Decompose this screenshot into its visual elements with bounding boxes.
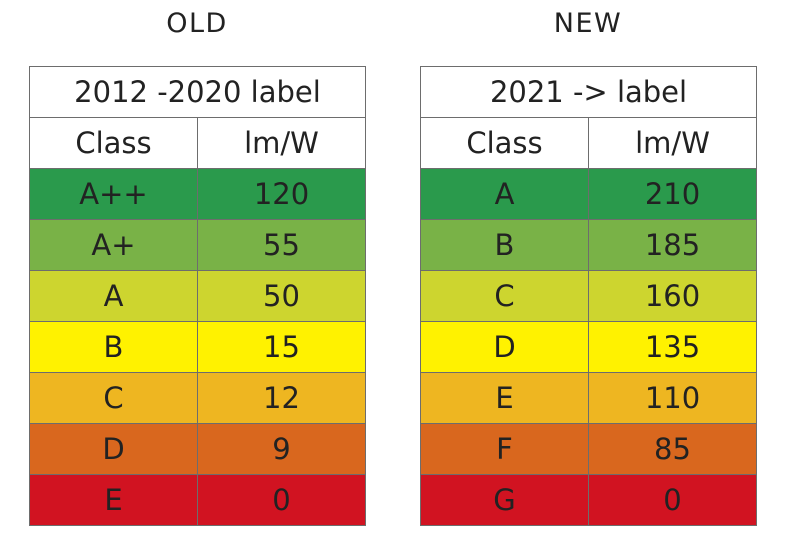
- old-class-cell: A++: [29, 168, 198, 220]
- old-efficacy-cell: 50: [197, 270, 366, 322]
- new-class-cell: E: [420, 372, 589, 424]
- new-column-header-row: Class lm/W: [420, 117, 758, 169]
- old-efficacy-cell: 120: [197, 168, 366, 220]
- new-class-cell: B: [420, 219, 589, 271]
- old-rating-row: D 9: [29, 423, 366, 475]
- old-column-header-row: Class lm/W: [29, 117, 366, 169]
- new-efficacy-cell: 85: [587, 423, 758, 475]
- new-class-cell: A: [420, 168, 589, 220]
- old-class-cell: A+: [29, 219, 198, 271]
- old-class-cell: E: [29, 474, 198, 526]
- old-rating-row: A++ 120: [29, 168, 366, 220]
- old-class-cell: C: [29, 372, 198, 424]
- new-rating-row: B 185: [420, 219, 758, 271]
- old-efficacy-cell: 15: [197, 321, 366, 373]
- old-class-cell: B: [29, 321, 198, 373]
- old-rating-row: A+ 55: [29, 219, 366, 271]
- new-rating-row: E 110: [420, 372, 758, 424]
- old-class-cell: A: [29, 270, 198, 322]
- new-class-cell: D: [420, 321, 589, 373]
- new-efficacy-cell: 210: [587, 168, 758, 220]
- old-heading: OLD: [166, 7, 228, 39]
- new-label-title-row: 2021 -> label: [419, 66, 758, 118]
- old-efficacy-cell: 0: [197, 474, 366, 526]
- new-class-cell: G: [420, 474, 589, 526]
- old-class-column-header: Class: [29, 117, 198, 169]
- old-label-panel: OLD 2012 -2020 label Class lm/W A++ 120 …: [29, 0, 366, 526]
- new-class-cell: F: [420, 423, 589, 475]
- new-efficacy-cell: 0: [587, 474, 758, 526]
- new-rating-row: C 160: [420, 270, 758, 322]
- new-label-title: 2021 -> label: [419, 66, 758, 118]
- new-rating-row: A 210: [420, 168, 758, 220]
- old-rating-row: C 12: [29, 372, 366, 424]
- old-efficacy-cell: 12: [197, 372, 366, 424]
- new-efficacy-cell: 135: [587, 321, 758, 373]
- new-efficacy-cell: 110: [587, 372, 758, 424]
- new-rating-row: D 135: [420, 321, 758, 373]
- new-label-panel: NEW 2021 -> label Class lm/W A 210 B: [419, 0, 758, 526]
- old-rating-row: B 15: [29, 321, 366, 373]
- new-class-column-header: Class: [420, 117, 589, 169]
- new-class-cell: C: [420, 270, 589, 322]
- old-rating-row: A 50: [29, 270, 366, 322]
- new-heading: NEW: [553, 7, 623, 39]
- old-label-title: 2012 -2020 label: [29, 66, 366, 118]
- new-rating-row: F 85: [420, 423, 758, 475]
- new-efficacy-cell: 160: [587, 270, 758, 322]
- old-efficacy-column-header: lm/W: [197, 117, 366, 169]
- old-class-cell: D: [29, 423, 198, 475]
- old-efficacy-cell: 9: [197, 423, 366, 475]
- new-efficacy-column-header: lm/W: [587, 117, 758, 169]
- new-rating-row: G 0: [420, 474, 758, 526]
- old-rating-row: E 0: [29, 474, 366, 526]
- old-efficacy-cell: 55: [197, 219, 366, 271]
- old-label-title-row: 2012 -2020 label: [29, 66, 366, 118]
- new-rating-table: 2021 -> label Class lm/W A 210 B 185 C: [419, 66, 758, 526]
- old-rating-table: 2012 -2020 label Class lm/W A++ 120 A+ 5…: [29, 66, 366, 526]
- new-efficacy-cell: 185: [587, 219, 758, 271]
